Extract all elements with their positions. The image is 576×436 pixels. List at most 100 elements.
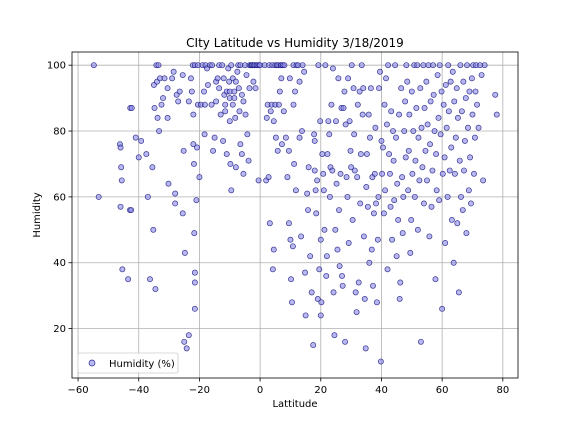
- x-tick-label: −40: [128, 385, 149, 396]
- scatter-point: [382, 187, 389, 194]
- scatter-point: [424, 121, 431, 128]
- scatter-point: [263, 114, 270, 121]
- scatter-point: [232, 114, 239, 121]
- scatter-point: [185, 98, 192, 105]
- scatter-point: [240, 170, 247, 177]
- scatter-point: [444, 193, 451, 200]
- scatter-point: [336, 263, 343, 269]
- scatter-point: [333, 118, 339, 125]
- scatter-point: [398, 85, 405, 92]
- scatter-point: [90, 62, 97, 69]
- scatter-point: [276, 88, 283, 95]
- scatter-point: [325, 118, 332, 125]
- scatter-point: [190, 111, 197, 118]
- scatter-point: [366, 259, 373, 266]
- scatter-point: [237, 141, 244, 148]
- scatter-point: [492, 91, 499, 98]
- scatter-point: [445, 108, 452, 115]
- scatter-point: [194, 144, 200, 151]
- scatter-point: [460, 78, 467, 85]
- scatter-point: [314, 177, 321, 184]
- scatter-point: [448, 216, 455, 223]
- scatter-point: [395, 216, 402, 223]
- scatter-point: [433, 187, 440, 194]
- scatter-point: [183, 345, 190, 352]
- scatter-point: [304, 190, 311, 197]
- scatter-point: [279, 141, 285, 148]
- scatter-point: [296, 78, 303, 85]
- scatter-point: [454, 114, 461, 121]
- scatter-point: [357, 200, 364, 207]
- scatter-point: [322, 62, 329, 69]
- scatter-point: [408, 88, 415, 95]
- scatter-point: [278, 75, 285, 82]
- scatter-point: [164, 85, 171, 92]
- scatter-point: [424, 177, 430, 184]
- scatter-point: [132, 134, 139, 141]
- scatter-point: [420, 200, 427, 207]
- scatter-point: [404, 78, 411, 85]
- scatter-point: [410, 128, 417, 134]
- scatter-point: [451, 98, 458, 105]
- scatter-point: [337, 170, 344, 177]
- scatter-point: [336, 207, 342, 214]
- scatter-point: [355, 279, 362, 286]
- x-axis-label: Lattitude: [272, 399, 317, 410]
- scatter-point: [419, 164, 426, 171]
- scatter-point: [358, 62, 365, 69]
- scatter-point: [427, 141, 433, 148]
- scatter-point: [323, 253, 330, 260]
- scatter-point: [317, 236, 324, 243]
- scatter-point: [431, 128, 438, 134]
- scatter-point: [378, 137, 385, 144]
- scatter-point: [299, 62, 306, 69]
- scatter-point: [480, 177, 487, 184]
- scatter-point: [464, 62, 470, 69]
- scatter-point: [430, 91, 437, 98]
- scatter-point: [307, 253, 314, 260]
- scatter-point: [379, 170, 386, 177]
- scatter-point: [339, 272, 345, 279]
- scatter-point: [475, 124, 482, 131]
- scatter-point: [217, 111, 224, 118]
- scatter-point: [448, 144, 455, 151]
- scatter-point: [285, 147, 292, 154]
- scatter-point: [441, 154, 448, 161]
- scatter-point: [179, 210, 186, 217]
- y-tick-label: 100: [47, 61, 66, 72]
- scatter-point: [135, 154, 142, 161]
- scatter-point: [185, 332, 192, 339]
- scatter-point: [363, 184, 370, 190]
- x-tick-label: 0: [257, 385, 263, 396]
- scatter-point: [373, 200, 379, 207]
- scatter-point: [393, 253, 400, 260]
- scatter-point: [219, 62, 226, 69]
- scatter-point: [357, 151, 364, 158]
- scatter-point: [346, 118, 353, 125]
- scatter-point: [458, 193, 464, 200]
- scatter-point: [330, 289, 337, 296]
- scatter-point: [252, 85, 259, 92]
- scatter-point: [365, 111, 372, 118]
- scatter-point: [281, 62, 288, 69]
- scatter-point: [313, 210, 320, 217]
- scatter-point: [417, 338, 424, 345]
- scatter-point: [342, 338, 349, 345]
- chart-title: CIty Latitude vs Humidity 3/18/2019: [186, 36, 404, 50]
- scatter-point: [343, 174, 350, 181]
- plot-frame: [71, 51, 519, 379]
- scatter-point: [464, 124, 471, 131]
- scatter-point: [332, 226, 339, 233]
- scatter-point: [367, 85, 374, 92]
- scatter-point: [149, 164, 156, 171]
- scatter-point: [469, 111, 476, 118]
- scatter-point: [414, 62, 421, 69]
- scatter-point: [155, 62, 162, 69]
- scatter-point: [243, 72, 250, 79]
- scatter-point: [418, 124, 425, 131]
- scatter-point: [308, 289, 315, 296]
- scatter-point: [377, 358, 384, 365]
- scatter-point: [144, 193, 151, 200]
- scatter-point: [407, 249, 414, 256]
- scatter-point: [459, 207, 466, 214]
